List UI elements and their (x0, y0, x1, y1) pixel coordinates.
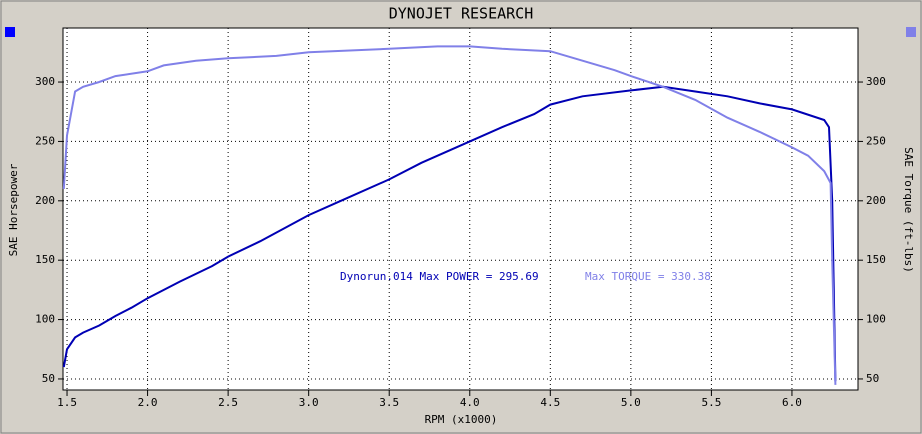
y-tick-label: 150 (35, 253, 55, 266)
y2-axis-label: SAE Torque (ft-lbs) (902, 147, 915, 273)
series-line (62, 45, 837, 385)
y-tick-label: 250 (35, 134, 55, 147)
y2-tick-label: 50 (866, 372, 879, 385)
y-tick-label: 100 (35, 313, 55, 326)
legend-marker (906, 27, 916, 37)
y2-tick-label: 300 (866, 75, 886, 88)
x-tick-label: 4.5 (540, 396, 560, 409)
series-line (62, 85, 837, 382)
y2-tick-label: 250 (866, 134, 886, 147)
annotation: Max TORQUE = 330.38 (585, 270, 711, 283)
plot-area (62, 27, 859, 391)
x-tick-label: 5.5 (701, 396, 721, 409)
x-tick-label: 3.5 (379, 396, 399, 409)
y2-tick-label: 150 (866, 253, 886, 266)
x-tick-label: 4.0 (460, 396, 480, 409)
x-tick-label: 5.0 (621, 396, 641, 409)
x-tick-label: 1.5 (57, 396, 77, 409)
y-tick-label: 300 (35, 75, 55, 88)
y2-tick-label: 100 (866, 313, 886, 326)
legend-marker (5, 27, 15, 37)
x-tick-label: 3.0 (299, 396, 319, 409)
y-axis-label: SAE Horsepower (7, 163, 20, 256)
y2-tick-label: 200 (866, 194, 886, 207)
x-tick-label: 6.0 (782, 396, 802, 409)
chart-title: DYNOJET RESEARCH (389, 5, 534, 23)
x-tick-label: 2.0 (138, 396, 158, 409)
y-tick-label: 50 (42, 372, 55, 385)
y-tick-label: 200 (35, 194, 55, 207)
x-axis-label: RPM (x1000) (425, 413, 498, 426)
annotation: Dynorun.014 Max POWER = 295.69 (340, 270, 539, 283)
x-tick-label: 2.5 (218, 396, 238, 409)
